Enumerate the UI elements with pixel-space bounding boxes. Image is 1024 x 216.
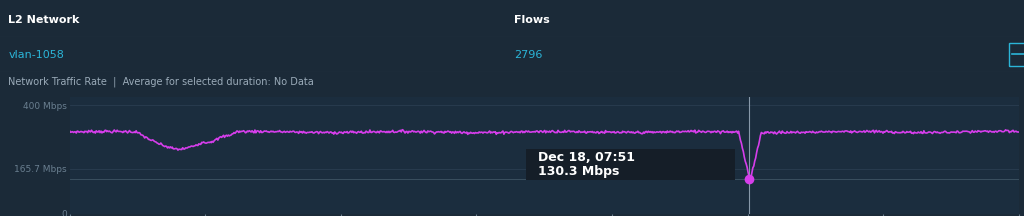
Bar (1010, 43, 1024, 66)
Text: vlan-1058: vlan-1058 (8, 49, 65, 59)
Text: 2796: 2796 (514, 49, 543, 59)
FancyBboxPatch shape (526, 149, 735, 180)
Text: Flows: Flows (514, 15, 550, 25)
Text: L2 Network: L2 Network (8, 15, 80, 25)
Text: 130.3 Mbps: 130.3 Mbps (538, 165, 618, 178)
Text: Network Traffic Rate  |  Average for selected duration: No Data: Network Traffic Rate | Average for selec… (8, 77, 314, 87)
Text: Dec 18, 07:51: Dec 18, 07:51 (538, 151, 635, 164)
